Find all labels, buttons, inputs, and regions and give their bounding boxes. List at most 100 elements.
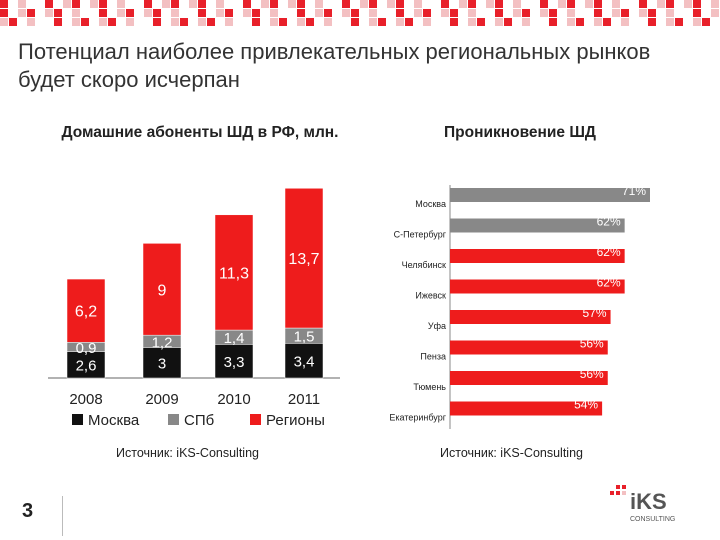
checker-cell [72, 9, 80, 17]
checker-cell [108, 18, 116, 26]
checker-cell [450, 18, 458, 26]
right-chart-source: Источник: iKS-Consulting [440, 446, 583, 460]
checker-cell [369, 18, 377, 26]
data-label: 13,7 [288, 251, 319, 268]
checker-cell [315, 0, 323, 8]
checker-cell [54, 18, 62, 26]
checker-cell [684, 0, 692, 8]
checker-cell [126, 18, 134, 26]
checker-cell [117, 0, 125, 8]
checker-cell [459, 0, 467, 8]
legend-label: Регионы [266, 412, 325, 429]
checker-cell [396, 0, 404, 8]
checker-cell [297, 18, 305, 26]
y-tick-label: Екатеринбург [390, 413, 447, 423]
checker-cell [261, 0, 269, 8]
data-label: 62% [597, 245, 621, 259]
legend-swatch [250, 414, 261, 425]
y-tick-label: Уфа [428, 321, 446, 331]
data-label: 56% [580, 337, 604, 351]
checker-cell [468, 0, 476, 8]
checker-cell [207, 18, 215, 26]
right-chart-subtitle: Проникновение ШД [444, 124, 596, 141]
checker-cell [216, 0, 224, 8]
checker-cell [45, 9, 53, 17]
bar-Челябинск [450, 249, 625, 263]
checker-cell [666, 0, 674, 8]
data-label: 1,2 [152, 334, 173, 351]
checker-cell [675, 18, 683, 26]
iks-consulting-logo: iKS CONSULTING [610, 485, 675, 523]
checker-cell [693, 18, 701, 26]
checker-cell [306, 18, 314, 26]
checker-cell [522, 18, 530, 26]
checker-cell [324, 9, 332, 17]
checker-cell [567, 9, 575, 17]
y-tick-label: Челябинск [402, 260, 446, 270]
checker-cell [495, 18, 503, 26]
y-tick-label: Пенза [420, 352, 446, 362]
data-label: 3 [158, 356, 166, 373]
bar-2011-Регионы [284, 188, 324, 329]
checker-header-band [0, 0, 720, 26]
checker-cell [549, 18, 557, 26]
checker-cell [576, 18, 584, 26]
checker-cell [522, 9, 530, 17]
data-label: 3,4 [294, 354, 315, 371]
checker-cell [603, 18, 611, 26]
checker-cell [198, 9, 206, 17]
checker-cell [540, 9, 548, 17]
checker-cell [405, 18, 413, 26]
checker-cell [270, 18, 278, 26]
x-tick-label: 2010 [217, 391, 250, 408]
bar-Екатеринбург [450, 401, 603, 416]
checker-cell [0, 0, 8, 8]
checker-cell [27, 9, 35, 17]
checker-cell [63, 0, 71, 8]
checker-pattern [0, 0, 719, 26]
checker-cell [666, 9, 674, 17]
legend-label: Москва [88, 412, 140, 429]
checker-cell [342, 9, 350, 17]
checker-cell [180, 18, 188, 26]
checker-cell [153, 18, 161, 26]
checker-cell [468, 9, 476, 17]
checker-cell [621, 9, 629, 17]
checker-cell [54, 9, 62, 17]
checker-cell [99, 9, 107, 17]
data-label: 71% [622, 184, 646, 198]
y-tick-label: Москва [415, 199, 446, 209]
checker-cell [387, 0, 395, 8]
checker-cell [198, 18, 206, 26]
checker-cell [351, 9, 359, 17]
checker-cell [612, 9, 620, 17]
checker-cell [423, 9, 431, 17]
checker-cell [585, 0, 593, 8]
checker-cell [450, 9, 458, 17]
checker-cell [495, 0, 503, 8]
checker-cell [468, 18, 476, 26]
checker-cell [252, 9, 260, 17]
checker-cell [270, 9, 278, 17]
checker-cell [567, 18, 575, 26]
checker-cell [639, 9, 647, 17]
bar-Ижевск [450, 279, 625, 294]
data-label: 57% [583, 306, 607, 320]
subscribers-stacked-bar-chart: 2,60,9 6,2 2008 3 1,2 9 2009 3,3 1,4 11,3 2010 3,4 1… [48, 188, 340, 429]
legend-swatch [168, 414, 179, 425]
checker-cell [657, 0, 665, 8]
left-chart-source: Источник: iKS-Consulting [116, 446, 259, 460]
checker-cell [126, 9, 134, 17]
checker-cell [72, 0, 80, 8]
bar-С-Петербург [450, 218, 625, 233]
checker-cell [72, 18, 80, 26]
checker-cell [423, 18, 431, 26]
checker-cell [171, 9, 179, 17]
checker-cell [315, 9, 323, 17]
checker-cell [441, 9, 449, 17]
checker-cell [18, 0, 26, 8]
bar-2008-Москва [66, 351, 106, 379]
checker-cell [414, 9, 422, 17]
checker-cell [117, 9, 125, 17]
checker-cell [648, 18, 656, 26]
